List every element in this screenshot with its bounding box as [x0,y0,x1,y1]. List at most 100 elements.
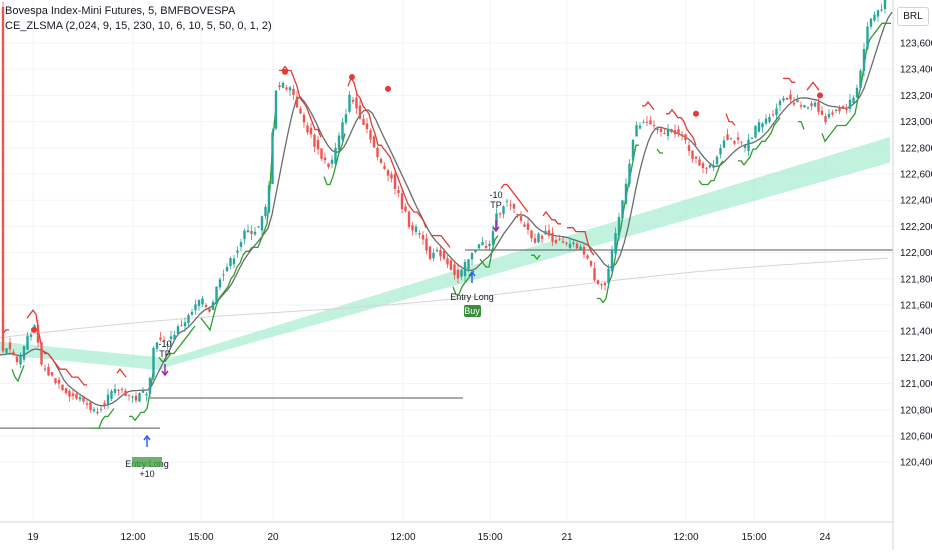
candle-body [614,233,617,254]
candle-body [309,127,313,135]
candle-body [19,355,22,365]
candle-body [834,109,838,111]
candle-body [124,390,127,396]
time-tick-label: 15:00 [188,532,213,543]
candle-body [880,9,883,11]
price-tick-label: 123,400 [900,65,932,76]
candle-body [792,102,796,105]
candle-body [99,408,103,410]
candle-body [516,214,519,216]
candle-body [134,395,138,401]
candle-body [110,391,113,399]
candle-body [785,97,789,100]
candle-body [75,393,78,399]
time-tick-label: 12:00 [120,532,145,543]
price-tick-label: 122,400 [900,196,932,207]
candle-body [43,368,47,370]
candle-body [446,258,449,265]
time-tick-label: 24 [819,532,831,543]
price-tick-label: 120,800 [900,405,932,416]
candle-body [15,356,19,363]
candle-body [642,122,645,124]
candle-body [694,156,698,159]
candle-body [722,140,726,148]
candle-body [589,260,593,266]
candle-body [183,322,187,327]
candle-body [852,97,855,104]
trade-annotation-sublabel: TP [159,349,171,359]
candle-body [712,165,715,168]
candle-body [386,170,390,176]
currency-badge[interactable]: BRL [897,7,929,26]
candle-body [474,250,477,253]
candle-body [603,282,607,286]
candle-body [197,299,201,307]
candle-body [281,82,285,88]
candles [1,0,887,416]
candle-body [726,134,729,140]
candle-body [299,108,302,114]
candle-body [481,242,484,246]
candle-body [453,264,456,275]
candle-body [316,139,320,150]
time-tick-label: 19 [27,532,39,543]
candle-body [432,252,435,259]
candle-body [554,239,558,243]
candle-body [89,402,92,411]
candle-body [407,211,411,227]
price-tick-label: 121,200 [900,353,932,364]
candle-body [705,167,708,169]
candle-body [208,308,211,312]
candle-body [218,279,222,288]
candle-body [600,284,603,286]
chart-legend: Bovespa Index-Mini Futures, 5, BMFBOVESP… [5,4,272,34]
candle-body [841,106,845,109]
candle-body [358,105,362,119]
price-tick-label: 123,200 [900,91,932,102]
candle-body [607,268,610,284]
candle-body [131,396,134,398]
candle-body [855,87,859,98]
price-tick-label: 122,800 [900,143,932,154]
candle-body [656,128,659,131]
candle-body [456,269,460,279]
candle-body [138,393,141,402]
candle-body [757,122,761,132]
trade-annotation-sublabel: TP [490,200,502,210]
time-tick-label: 20 [267,532,279,543]
candle-body [82,396,85,402]
candle-body [267,185,271,213]
candle-body [341,122,344,140]
candle-body [621,200,624,219]
candle-body [159,337,162,340]
price-tick-label: 123,000 [900,117,932,128]
candle-body [652,125,656,127]
candle-body [337,135,341,151]
candle-body [271,132,274,185]
candle-body [740,141,743,143]
candle-body [250,230,253,235]
candle-body [92,409,96,412]
candle-body [442,251,446,259]
candle-body [544,230,547,235]
candle-body [771,114,775,116]
candle-body [418,233,421,235]
candle-body [253,231,257,235]
candle-body [523,224,526,227]
candle-body [411,225,414,231]
candle-body [194,304,197,311]
signal-dot [385,85,391,92]
candle-body [729,138,733,140]
candle-body [509,204,512,206]
candle-body [22,345,26,360]
candle-body [593,268,596,281]
candle-body [1,6,5,352]
candle-body [330,159,334,164]
candle-body [187,315,190,324]
candle-body [428,246,432,259]
candle-body [85,403,89,405]
candle-body [628,163,631,184]
candle-body [29,334,33,337]
